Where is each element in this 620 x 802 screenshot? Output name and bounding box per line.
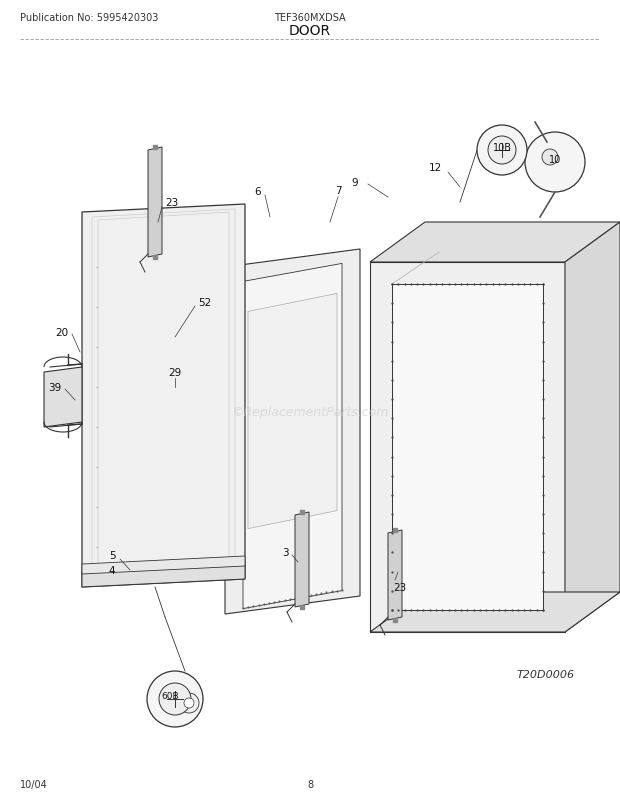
Text: 10: 10 bbox=[549, 155, 561, 164]
Polygon shape bbox=[82, 565, 245, 587]
Circle shape bbox=[179, 693, 199, 713]
Text: 9: 9 bbox=[352, 178, 358, 188]
Circle shape bbox=[147, 671, 203, 727]
Polygon shape bbox=[370, 263, 565, 632]
Polygon shape bbox=[248, 294, 337, 529]
Circle shape bbox=[525, 133, 585, 192]
Circle shape bbox=[542, 150, 558, 166]
Circle shape bbox=[488, 137, 516, 164]
Polygon shape bbox=[392, 285, 543, 610]
Text: 10/04: 10/04 bbox=[20, 779, 48, 789]
Text: 23: 23 bbox=[166, 198, 179, 208]
Text: 3: 3 bbox=[281, 547, 288, 557]
Text: TEF360MXDSA: TEF360MXDSA bbox=[274, 13, 346, 23]
Circle shape bbox=[159, 683, 191, 715]
Text: 39: 39 bbox=[48, 383, 61, 392]
Polygon shape bbox=[82, 205, 245, 587]
Polygon shape bbox=[295, 512, 309, 607]
Circle shape bbox=[184, 698, 194, 708]
Polygon shape bbox=[225, 249, 360, 614]
Text: 12: 12 bbox=[428, 163, 441, 172]
Text: 6: 6 bbox=[255, 187, 261, 196]
Polygon shape bbox=[370, 223, 620, 263]
Text: Publication No: 5995420303: Publication No: 5995420303 bbox=[20, 13, 158, 23]
Polygon shape bbox=[243, 264, 342, 609]
Polygon shape bbox=[44, 367, 82, 427]
Text: 23: 23 bbox=[393, 582, 407, 592]
Polygon shape bbox=[82, 557, 245, 574]
Text: T20D0006: T20D0006 bbox=[517, 669, 575, 679]
Polygon shape bbox=[370, 592, 620, 632]
Polygon shape bbox=[565, 223, 620, 632]
Text: 7: 7 bbox=[335, 186, 342, 196]
Text: 4: 4 bbox=[108, 565, 115, 575]
Text: 10B: 10B bbox=[492, 143, 512, 153]
Text: 8: 8 bbox=[307, 779, 313, 789]
Circle shape bbox=[477, 126, 527, 176]
Polygon shape bbox=[388, 530, 402, 620]
Text: DOOR: DOOR bbox=[289, 24, 331, 38]
Text: ©ReplacementParts.com: ©ReplacementParts.com bbox=[231, 406, 389, 419]
Text: 52: 52 bbox=[198, 298, 211, 308]
Text: 20: 20 bbox=[55, 327, 69, 338]
Text: 60B: 60B bbox=[161, 691, 179, 701]
Polygon shape bbox=[148, 148, 162, 257]
Text: 5: 5 bbox=[108, 550, 115, 561]
Text: 29: 29 bbox=[169, 367, 182, 378]
